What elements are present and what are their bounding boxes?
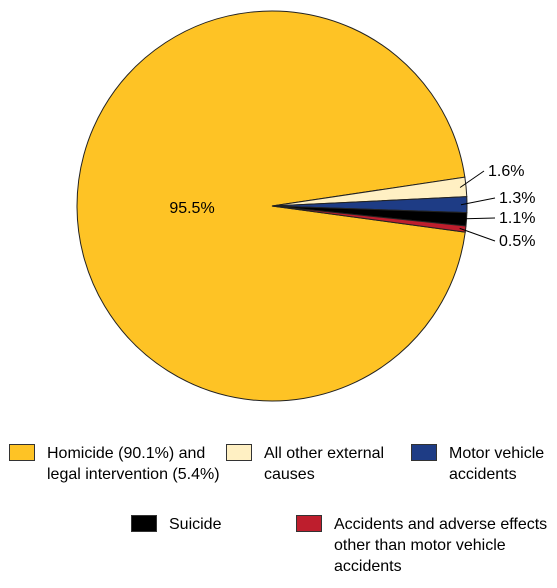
legend-item-motor-vehicle: Motor vehicle accidents — [411, 443, 556, 485]
data-label-motor-vehicle: 1.3% — [499, 190, 535, 207]
legend-swatch-homicide — [9, 444, 35, 461]
leader-line-other-external — [459, 170, 485, 188]
legend-item-other-external: All other external causes — [226, 443, 401, 485]
legend-label-accidents-adverse: Accidents and adverse effects other than… — [334, 516, 548, 575]
leader-line-motor-vehicle — [460, 197, 496, 206]
legend-label-other-external: All other external causes — [264, 445, 385, 483]
legend-label-motor-vehicle: Motor vehicle accidents — [449, 445, 545, 483]
legend-swatch-motor-vehicle — [411, 444, 437, 461]
legend-swatch-suicide — [131, 515, 157, 532]
legend-label-homicide: Homicide (90.1%) and legal intervention … — [47, 445, 220, 483]
data-label-suicide: 1.1% — [499, 210, 535, 227]
legend-swatch-accidents-adverse — [296, 515, 322, 532]
leader-line-accidents-adverse — [459, 227, 496, 242]
pie-slice-accidents-adverse — [271, 205, 467, 233]
legend-label-suicide: Suicide — [169, 516, 222, 533]
data-label-homicide: 95.5% — [169, 200, 214, 217]
legend-item-accidents-adverse: Accidents and adverse effects other than… — [296, 514, 556, 577]
pie-chart: 95.5% 1.6% 1.3% 1.1% 0.5% — [76, 10, 535, 402]
data-label-other-external: 1.6% — [488, 163, 524, 180]
legend-item-homicide: Homicide (90.1%) and legal intervention … — [9, 443, 229, 485]
legend-item-suicide: Suicide — [131, 514, 251, 535]
leader-line-suicide — [460, 217, 496, 220]
data-label-accidents-adverse: 0.5% — [499, 233, 535, 250]
pie-slice-homicide — [76, 10, 466, 402]
legend-swatch-other-external — [226, 444, 252, 461]
